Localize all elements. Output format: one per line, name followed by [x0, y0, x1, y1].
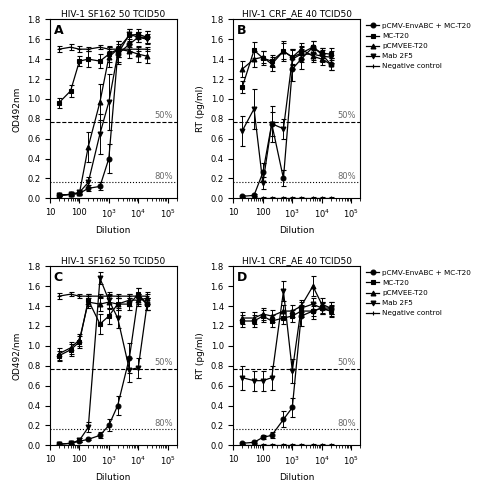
Title: HIV-1 SF162 50 TCID50: HIV-1 SF162 50 TCID50: [61, 257, 166, 266]
Text: 50%: 50%: [338, 111, 356, 120]
X-axis label: Dilution: Dilution: [279, 473, 314, 482]
Title: HIV-1 CRF_AE 40 TCID50: HIV-1 CRF_AE 40 TCID50: [242, 10, 352, 18]
Legend: pCMV-EnvABC + MC-T20, MC-T20, pCMVEE-T20, Mab 2F5, Negative control: pCMV-EnvABC + MC-T20, MC-T20, pCMVEE-T20…: [366, 23, 471, 69]
Text: 80%: 80%: [154, 419, 172, 428]
Text: 50%: 50%: [154, 111, 172, 120]
Y-axis label: OD492nm: OD492nm: [12, 86, 22, 132]
Text: C: C: [54, 271, 63, 284]
X-axis label: Dilution: Dilution: [96, 473, 131, 482]
Text: 50%: 50%: [338, 358, 356, 367]
Text: B: B: [238, 24, 247, 37]
Y-axis label: OD492/nm: OD492/nm: [12, 332, 22, 380]
Title: HIV-1 SF162 50 TCID50: HIV-1 SF162 50 TCID50: [61, 10, 166, 18]
X-axis label: Dilution: Dilution: [279, 226, 314, 235]
Text: 80%: 80%: [338, 172, 356, 181]
X-axis label: Dilution: Dilution: [96, 226, 131, 235]
Legend: pCMV-EnvABC + MC-T20, MC-T20, pCMVEE-T20, Mab 2F5, Negative control: pCMV-EnvABC + MC-T20, MC-T20, pCMVEE-T20…: [366, 270, 471, 316]
Text: 80%: 80%: [154, 172, 172, 181]
Text: D: D: [238, 271, 248, 284]
Text: A: A: [54, 24, 64, 37]
Y-axis label: RT (pg/ml): RT (pg/ml): [196, 86, 205, 132]
Y-axis label: RT (pg/ml): RT (pg/ml): [196, 333, 205, 379]
Text: 80%: 80%: [338, 419, 356, 428]
Text: 50%: 50%: [154, 358, 172, 367]
Title: HIV-1 CRF_AE 40 TCID50: HIV-1 CRF_AE 40 TCID50: [242, 257, 352, 266]
